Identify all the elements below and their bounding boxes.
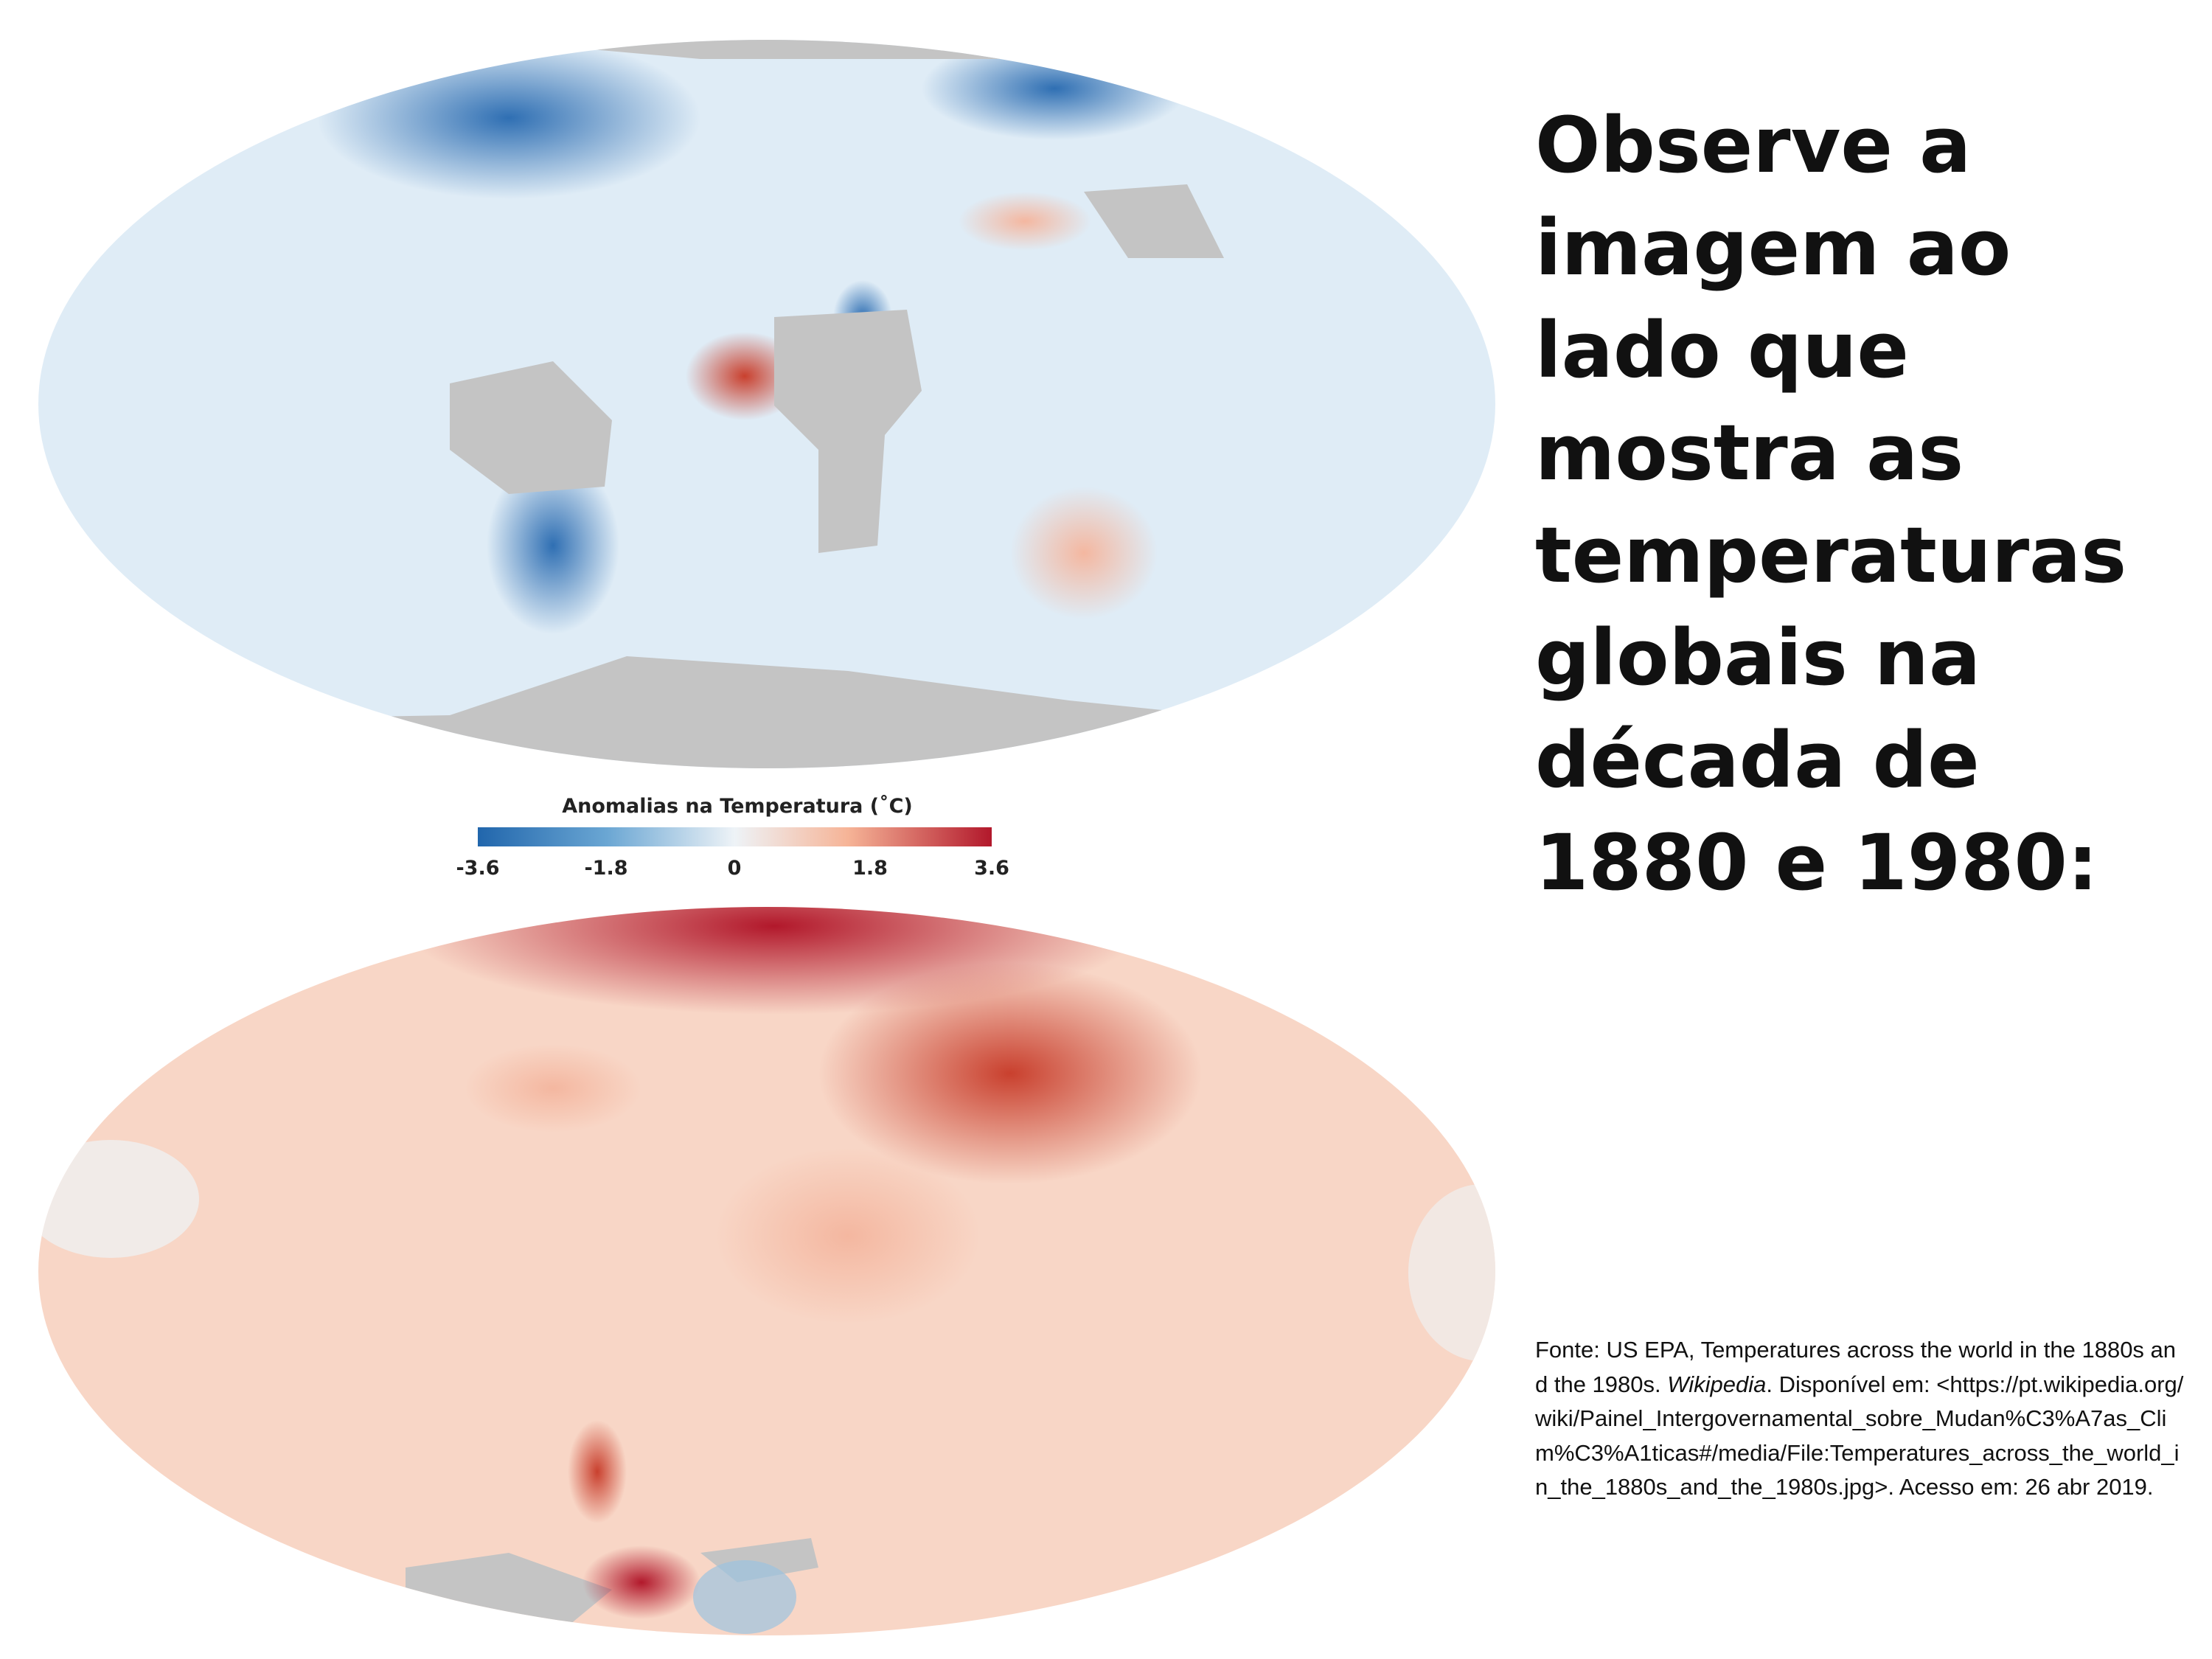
source-italic: Wikipedia — [1667, 1371, 1767, 1397]
source-suffix: . Disponível em: <https://pt.wikipedia.o… — [1535, 1371, 2184, 1500]
legend-tick: 0 — [727, 857, 742, 880]
source-prefix: Fonte: US EPA, Temperatures across the w… — [1535, 1337, 2177, 1397]
no-data-region — [450, 361, 612, 494]
color-legend: Anomalias na Temperatura (˚C) -3.6 -1.8 … — [442, 789, 1032, 892]
legend-title: Anomalias na Temperatura (˚C) — [562, 795, 913, 818]
source-citation: Fonte: US EPA, Temperatures across the w… — [1535, 1333, 2184, 1505]
no-data-region — [774, 310, 922, 553]
legend-tick: -3.6 — [456, 857, 500, 880]
heading-text: Observe a imagem ao lado que mostra as t… — [1535, 100, 2127, 908]
temperature-map-1880s — [38, 40, 1495, 768]
temperature-map-1980s — [38, 907, 1495, 1635]
legend-tick: 1.8 — [852, 857, 888, 880]
legend-tick: 3.6 — [974, 857, 1009, 880]
antarctica-no-data — [38, 656, 1495, 768]
no-data-region — [1084, 184, 1224, 258]
legend-color-bar — [478, 827, 992, 846]
legend-tick: -1.8 — [584, 857, 628, 880]
arctic-no-data — [450, 40, 1143, 59]
